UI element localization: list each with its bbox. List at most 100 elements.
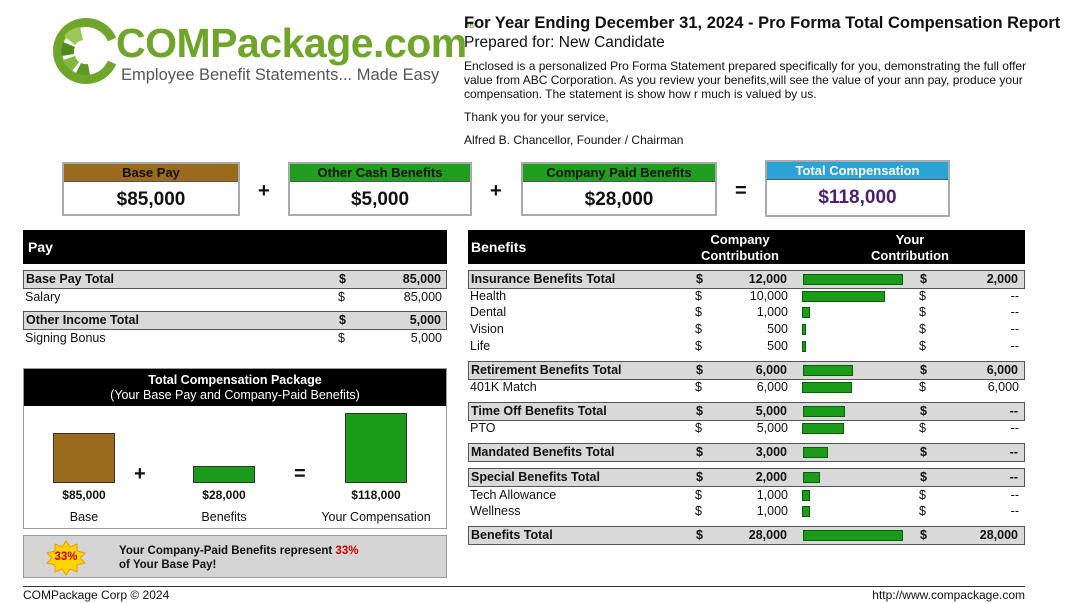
benefit-total-row: Special Benefits Total $2,000 $ --: [468, 468, 1025, 487]
company-contribution-bar: [803, 365, 853, 376]
company-amount: 10,000: [749, 289, 788, 303]
company-dollar: $: [695, 504, 702, 518]
benefit-detail-row: Vision $500 $ --: [468, 321, 1025, 338]
benefits-ratio-callout: 33% Your Company-Paid Benefits represent…: [23, 535, 447, 578]
your-dollar: $: [919, 504, 926, 518]
company-paid-caption: Company Paid Benefits: [523, 164, 715, 182]
your-dollar: $: [920, 272, 927, 286]
benefit-detail-row: Life $500 $ --: [468, 338, 1025, 355]
pay-row-dollar: $: [338, 290, 345, 304]
company-dollar: $: [695, 421, 702, 435]
company-dollar: $: [696, 470, 703, 484]
pay-row-dollar: $: [339, 313, 346, 327]
benefit-total-row: Benefits Total $28,000 $28,000: [468, 526, 1025, 545]
package-bar-name: Benefits: [201, 510, 247, 524]
package-bar-value: $85,000: [62, 488, 106, 502]
benefit-total-row: Mandated Benefits Total $3,000 $ --: [468, 443, 1025, 462]
company-contribution-bar: [803, 472, 820, 483]
your-dollar: $: [919, 488, 926, 502]
report-header: For Year Ending December 31, 2024 - Pro …: [464, 14, 1061, 147]
your-dollar: $: [920, 528, 927, 542]
pay-total-row: Base Pay Total $85,000: [23, 270, 447, 289]
prepared-for: Prepared for: New Candidate: [464, 34, 665, 51]
company-dollar: $: [696, 445, 703, 459]
pay-detail-row: Salary $85,000: [23, 289, 447, 306]
report-title: For Year Ending December 31, 2024 - Pro …: [464, 14, 1061, 32]
other-cash-value: $5,000: [350, 189, 410, 210]
registered-mark: ®: [467, 20, 475, 31]
your-col-header: Your Contribution: [871, 232, 949, 263]
your-amount: 6,000: [986, 363, 1018, 377]
logo-wordmark: COMPackage.com®: [116, 20, 475, 66]
benefits-heading: Benefits: [471, 239, 527, 255]
package-header: Total Compensation Package (Your Base Pa…: [24, 369, 446, 406]
company-contribution-bar: [803, 274, 903, 285]
plus-operator: +: [134, 463, 146, 485]
compensation-package-panel: Total Compensation Package (Your Base Pa…: [23, 368, 447, 529]
benefit-label: Time Off Benefits Total: [471, 404, 607, 418]
pay-row-label: Salary: [25, 290, 61, 304]
other-cash-box: Other Cash Benefits $5,000: [288, 162, 472, 216]
benefit-label: PTO: [470, 421, 496, 435]
your-dollar: $: [920, 470, 927, 484]
pay-row-dollar: $: [339, 272, 346, 286]
pay-row-dollar: $: [338, 331, 345, 345]
footer-url[interactable]: http://www.compackage.com: [872, 588, 1025, 602]
company-contribution-bar: [803, 406, 845, 417]
pay-row-amount: 85,000: [403, 290, 442, 304]
base-pay-box: Base Pay $85,000: [62, 162, 240, 216]
company-amount: 3,000: [755, 445, 787, 459]
company-amount: 500: [767, 339, 788, 353]
pay-row-label: Other Income Total: [26, 313, 139, 327]
company-amount: 2,000: [755, 470, 787, 484]
company-amount: 500: [767, 322, 788, 336]
company-amount: 1,000: [756, 305, 788, 319]
benefit-label: Health: [470, 289, 507, 303]
your-dollar: $: [920, 404, 927, 418]
benefits-header-bar: Benefits Company Contribution Your Contrib…: [468, 230, 1025, 264]
equals-operator: =: [735, 180, 747, 202]
package-bar-base: [53, 433, 115, 483]
base-pay-value: $85,000: [116, 189, 186, 210]
your-dollar: $: [919, 380, 926, 394]
intro-paragraph: Enclosed is a personalized Pro Forma Sta…: [464, 59, 1027, 101]
company-amount: 5,000: [756, 421, 788, 435]
company-contribution-bar: [802, 382, 852, 393]
benefit-label: Vision: [470, 322, 504, 336]
benefit-detail-row: Dental $1,000 $ --: [468, 304, 1025, 321]
thanks-line: Thank you for your service,: [464, 110, 609, 124]
company-contribution-bar: [802, 490, 810, 501]
your-amount: 6,000: [987, 380, 1019, 394]
company-contribution-bar: [802, 341, 806, 352]
starburst-icon: [46, 540, 86, 576]
company-logo: COMPackage.com® Employee Benefit Stateme…: [48, 12, 475, 92]
company-amount: 5,000: [755, 404, 787, 418]
ratio-percent: 33%: [335, 545, 359, 557]
pay-heading: Pay: [28, 239, 53, 255]
plus-operator: +: [258, 180, 270, 202]
ratio-badge: 33%: [54, 551, 78, 563]
package-bar-name: Your Compensation: [321, 510, 431, 524]
footer-copyright: COMPackage Corp © 2024: [23, 588, 170, 602]
pay-total-row: Other Income Total $5,000: [23, 311, 447, 330]
company-dollar: $: [696, 404, 703, 418]
your-amount: 28,000: [979, 528, 1018, 542]
pay-row-amount: 5,000: [410, 331, 442, 345]
logo-mark-icon: [53, 18, 120, 84]
your-amount: --: [1010, 322, 1019, 336]
benefit-label: Retirement Benefits Total: [471, 363, 622, 377]
your-dollar: $: [919, 339, 926, 353]
package-bar-name: Base: [69, 510, 99, 524]
logo-tagline: Employee Benefit Statements... Made Easy: [121, 66, 440, 84]
your-amount: --: [1009, 404, 1018, 418]
company-contribution-bar: [802, 506, 810, 517]
benefit-label: Wellness: [470, 504, 521, 518]
pay-detail-row: Signing Bonus $5,000: [23, 330, 447, 347]
package-subtitle: (Your Base Pay and Company-Paid Benefits…: [110, 388, 360, 402]
package-bar-your-compensation: [345, 413, 407, 483]
benefit-total-row: Retirement Benefits Total $6,000 $6,000: [468, 361, 1025, 380]
ratio-text-pre: Your Company-Paid Benefits represent: [119, 545, 336, 557]
company-col-header: Company Contribution: [701, 232, 779, 263]
company-amount: 6,000: [756, 380, 788, 394]
company-contribution-bar: [803, 447, 828, 458]
